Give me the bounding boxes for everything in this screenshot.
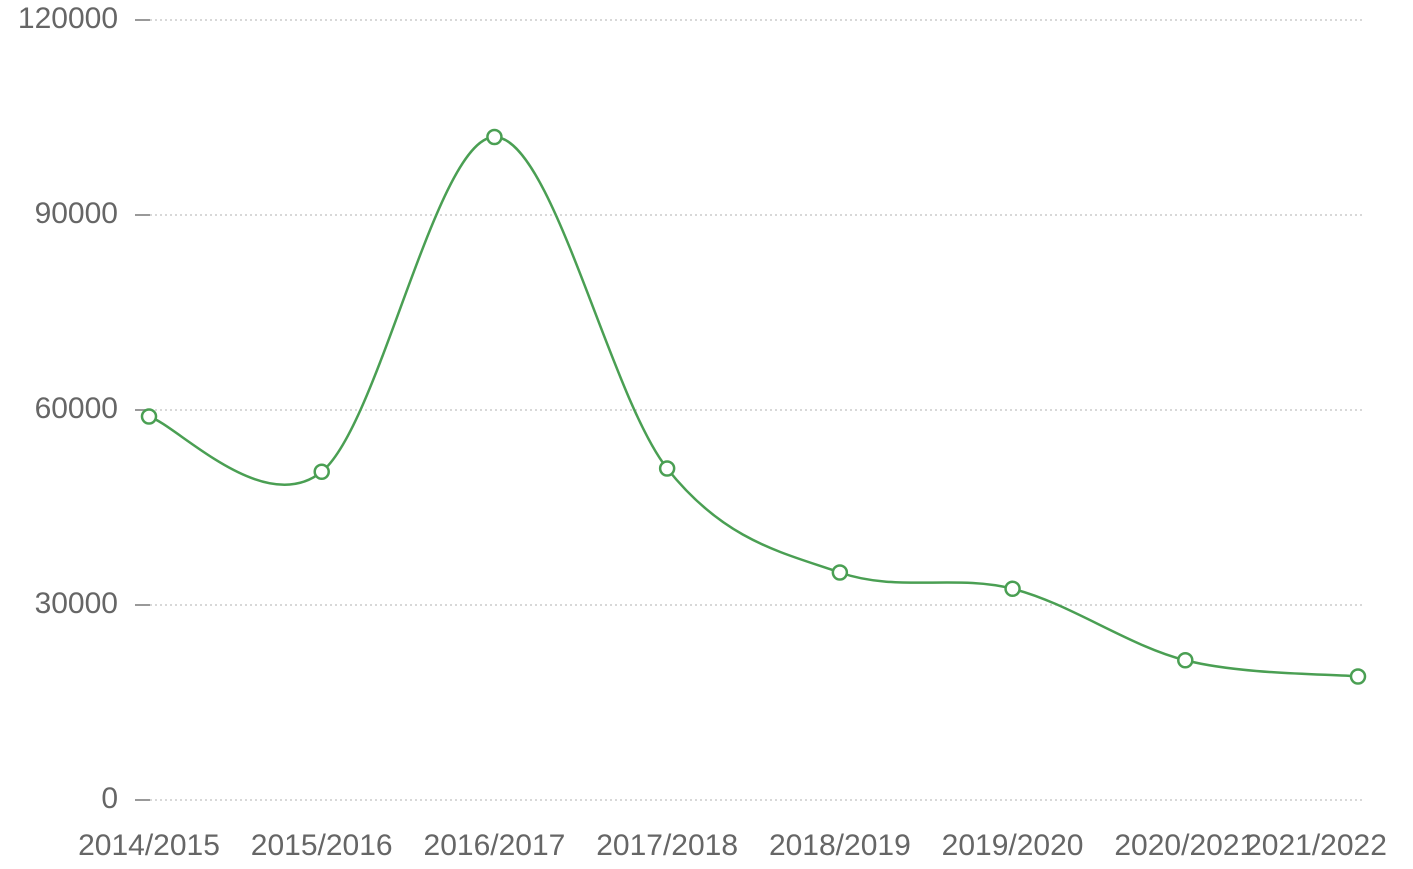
point xyxy=(313,463,330,480)
y-tick-label: 60000 xyxy=(35,392,118,425)
point xyxy=(658,460,676,477)
point xyxy=(140,408,158,425)
x-tick-label: 2020/2021 xyxy=(1114,829,1256,862)
point xyxy=(486,128,503,146)
line xyxy=(148,135,1359,678)
point xyxy=(831,564,849,581)
point xyxy=(1004,580,1021,597)
x-tick-label: 2018/2019 xyxy=(769,829,911,862)
y-tick-label: 120000 xyxy=(18,2,118,35)
y-tick-label: 90000 xyxy=(35,197,118,230)
point xyxy=(1349,668,1367,685)
y-tick-label: 30000 xyxy=(35,587,118,620)
x-tick-label: 2019/2020 xyxy=(942,829,1084,862)
point xyxy=(1177,652,1194,669)
x-tick-label: 2017/2018 xyxy=(596,829,738,862)
y-tick-label: 0 xyxy=(101,782,118,815)
x-tick-label: 2015/2016 xyxy=(251,829,393,862)
x-tick-label: 2014/2015 xyxy=(78,829,220,862)
x-tick-label: 2016/2017 xyxy=(424,829,566,862)
x-tick-label: 2021/2022 xyxy=(1245,829,1387,862)
